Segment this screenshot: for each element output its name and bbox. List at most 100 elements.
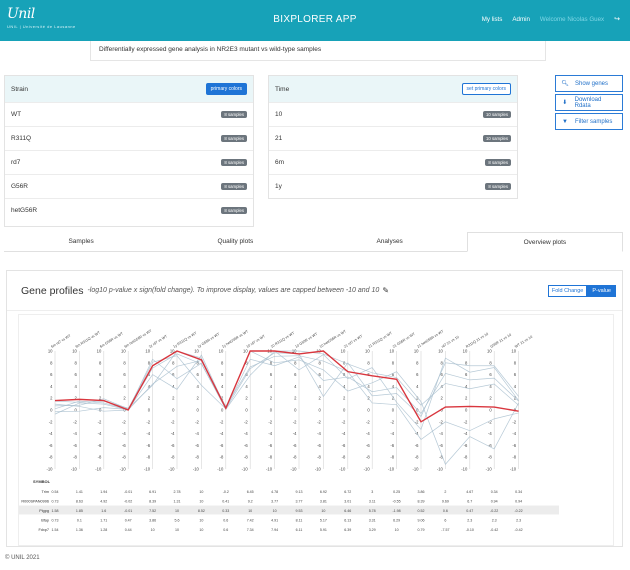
tick-label: -10	[290, 467, 297, 472]
unil-logo[interactable]: Unil UNIL | Université de Lausanne	[7, 6, 77, 36]
tick-label: 4	[270, 384, 273, 389]
table-cell: 0.73	[52, 519, 59, 523]
sample-count-badge: 8 samples	[221, 111, 247, 118]
strain-row[interactable]: R311Q 8 samples	[5, 126, 253, 150]
tick-label: -4	[146, 431, 150, 436]
strain-row[interactable]: WT 8 samples	[5, 102, 253, 126]
tick-label: -2	[439, 419, 443, 424]
table-cell: -0.01	[124, 490, 132, 494]
tick-label: 2	[294, 396, 297, 401]
tick-label: 6	[416, 372, 419, 377]
strain-label: hetG56R	[11, 207, 38, 214]
tick-label: -10	[388, 467, 395, 472]
table-cell: 1.28	[100, 528, 107, 532]
table-cell: 0.73	[52, 500, 59, 504]
table-cell: 6.91	[149, 490, 156, 494]
axis-label: 6m rd7 vs WT	[50, 333, 72, 349]
table-cell: 6.11	[296, 528, 303, 532]
tick-label: -2	[49, 419, 53, 424]
filter-samples-button[interactable]: ▼ Filter samples	[555, 113, 623, 130]
parallel-coordinates-plot[interactable]: 6m rd7 vs WT 10 8 6 4 2 0 -2 -4 -6 -8 -10 6m R311Q v…	[18, 314, 614, 546]
tick-label: -10	[339, 467, 346, 472]
logout-icon[interactable]: ↪	[614, 16, 620, 23]
tick-label: 10	[97, 349, 102, 354]
table-cell: 6.39	[344, 528, 351, 532]
tick-label: -2	[146, 419, 150, 424]
tab-quality-plots[interactable]: Quality plots	[217, 238, 254, 245]
table-cell: 0.25	[393, 490, 400, 494]
tick-label: 2	[319, 396, 322, 401]
tick-label: 2	[465, 396, 468, 401]
tick-label: 10	[463, 349, 468, 354]
time-row[interactable]: 10 10 samples	[269, 102, 517, 126]
tick-label: 0	[172, 408, 175, 413]
table-cell: 0.34	[491, 490, 498, 494]
time-label: 1y	[275, 183, 282, 190]
table-cell: -1.98	[392, 509, 400, 513]
strain-primary-colors-button[interactable]: primary colors	[205, 83, 247, 95]
table-cell: 1.71	[100, 519, 107, 523]
axis-label: 1y R311Q vs WT	[172, 331, 198, 349]
tick-label: 0	[392, 408, 395, 413]
tick-label: -6	[98, 443, 102, 448]
show-genes-button[interactable]: 🔍︎ Show genes	[555, 75, 623, 92]
pencil-icon[interactable]: ✎	[382, 286, 390, 295]
tick-label: -2	[73, 419, 77, 424]
table-cell: 7.34	[247, 528, 254, 532]
tick-label: 2	[343, 396, 346, 401]
tick-label: -2	[98, 419, 102, 424]
gene-profile-chart[interactable]: 6m rd7 vs WT 10 8 6 4 2 0 -2 -4 -6 -8 -10 6m R311Q v…	[19, 315, 613, 545]
tick-label: 4	[99, 384, 102, 389]
time-label: 10	[275, 111, 283, 118]
tick-label: -10	[120, 467, 127, 472]
table-cell: 9.13	[296, 490, 303, 494]
tick-label: -2	[268, 419, 272, 424]
tick-label: 6	[465, 372, 468, 377]
strain-row[interactable]: hetG56R 8 samples	[5, 198, 253, 222]
sample-count-badge: 8 samples	[221, 135, 247, 142]
tick-label: -6	[293, 443, 297, 448]
tab-overview-plots[interactable]: Overview plots	[466, 232, 623, 252]
admin-link[interactable]: Admin	[512, 15, 530, 23]
tick-label: -2	[464, 419, 468, 424]
tick-label: 0	[99, 408, 102, 413]
tick-label: 2	[416, 396, 419, 401]
table-cell: 2.78	[174, 490, 181, 494]
time-row[interactable]: 21 10 samples	[269, 126, 517, 150]
strain-label: WT	[11, 111, 22, 118]
table-cell: 2.3	[492, 519, 497, 523]
time-row[interactable]: 6m 8 samples	[269, 150, 517, 174]
tick-label: -6	[439, 443, 443, 448]
tick-label: -10	[461, 467, 468, 472]
pvalue-toggle[interactable]: P-value	[587, 285, 616, 297]
tick-label: 2	[172, 396, 175, 401]
time-row[interactable]: 1y 8 samples	[269, 174, 517, 198]
tab-analyses[interactable]: Analyses	[376, 238, 403, 245]
strain-row[interactable]: G56R 8 samples	[5, 174, 253, 198]
table-cell: 10	[199, 490, 203, 494]
tab-samples[interactable]: Samples	[68, 238, 94, 245]
tick-label: 8	[489, 360, 492, 365]
download-rdata-button[interactable]: ⬇ Download Rdata	[555, 94, 623, 111]
tick-label: -8	[195, 455, 199, 460]
my-lists-link[interactable]: My lists	[481, 15, 503, 23]
time-primary-colors-button[interactable]: set primary colors	[461, 83, 511, 95]
table-cell: 1.31	[174, 500, 181, 504]
tick-label: -2	[317, 419, 321, 424]
table-symbol-header: SYMBOL	[33, 479, 51, 484]
tick-label: 10	[438, 349, 443, 354]
welcome-user[interactable]: Welcome Nicolas Guex	[539, 15, 605, 23]
tick-label: 8	[221, 360, 224, 365]
table-cell: 1.6	[101, 509, 106, 513]
tick-label: 10	[219, 349, 224, 354]
fold-change-toggle[interactable]: Fold Change	[547, 285, 588, 297]
tick-label: 0	[294, 408, 297, 413]
axis-label: 10 G56R vs WT	[294, 331, 318, 348]
tick-label: 10	[121, 349, 126, 354]
tick-label: 6	[294, 372, 297, 377]
strain-row[interactable]: rd7 8 samples	[5, 150, 253, 174]
tick-label: -4	[73, 431, 77, 436]
table-cell: 6.13	[344, 519, 351, 523]
time-header-label: Time	[275, 85, 290, 93]
table-cell: 3.11	[369, 500, 376, 504]
